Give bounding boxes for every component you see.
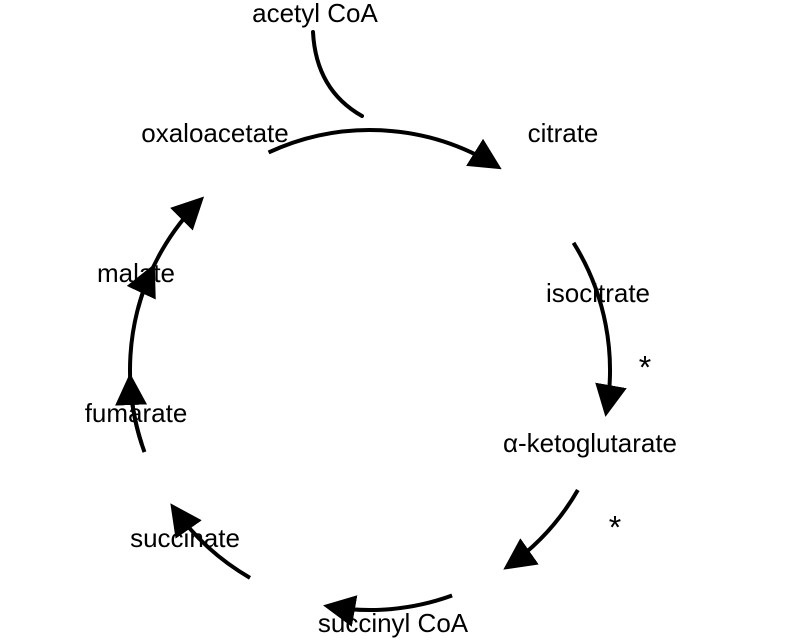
arc-citrate-to-isocitrate bbox=[574, 243, 610, 412]
labels: acetyl CoA citrate isocitrate α-ketoglutara… bbox=[85, 0, 677, 638]
citric-acid-cycle-diagram: acetyl CoA citrate isocitrate α-ketoglutara… bbox=[0, 0, 794, 642]
acetylcoa-input-arrow bbox=[313, 32, 362, 116]
input-arrow bbox=[313, 32, 362, 116]
label-citrate: citrate bbox=[528, 118, 599, 148]
label-malate: malate bbox=[97, 258, 175, 288]
arc-oxaloacetate-to-citrate bbox=[269, 130, 498, 166]
label-acetylcoa: acetyl CoA bbox=[252, 0, 378, 28]
label-succinylcoa: succinyl CoA bbox=[318, 608, 469, 638]
label-oxaloacetate: oxaloacetate bbox=[141, 118, 288, 148]
arc-malate-to-oxaloacetate bbox=[138, 200, 200, 308]
annotation-star1: * bbox=[639, 349, 651, 385]
label-isocitrate: isocitrate bbox=[546, 278, 650, 308]
label-akg: α-ketoglutarate bbox=[503, 428, 677, 458]
label-fumarate: fumarate bbox=[85, 398, 188, 428]
annotation-star2: * bbox=[609, 509, 621, 545]
arc-isocitrate-to-akg bbox=[508, 490, 578, 567]
label-succinate: succinate bbox=[130, 523, 240, 553]
